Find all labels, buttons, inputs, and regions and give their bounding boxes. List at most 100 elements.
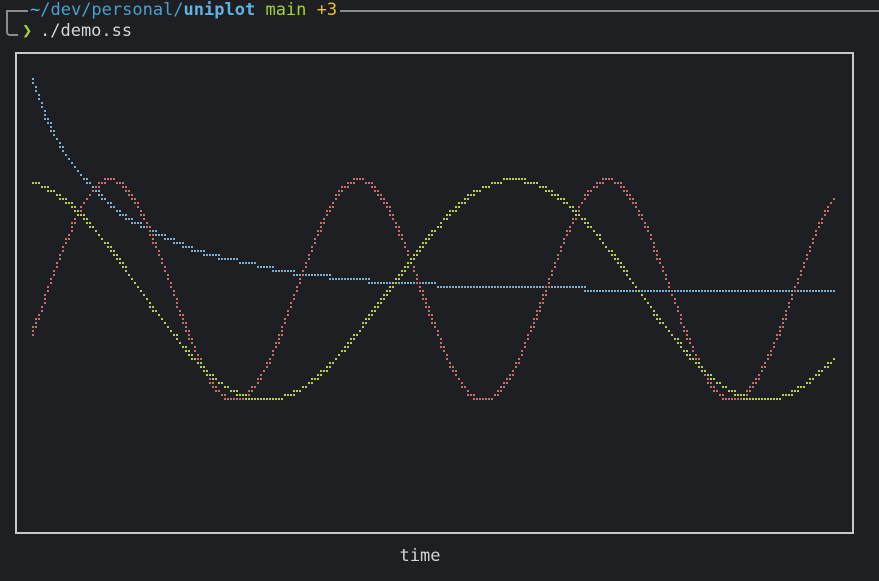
series-1-point xyxy=(491,286,493,288)
series-3-point xyxy=(410,262,412,264)
series-3-point xyxy=(347,342,349,344)
series-1-point xyxy=(350,278,352,280)
series-1-point xyxy=(542,286,544,288)
series-2-point xyxy=(761,366,763,368)
series-2-point xyxy=(629,194,631,196)
series-1-point xyxy=(602,290,604,292)
series-3-point xyxy=(647,302,649,304)
series-2-point xyxy=(218,390,220,392)
series-2-point xyxy=(386,206,388,208)
series-2-point xyxy=(482,398,484,400)
series-2-point xyxy=(44,294,46,296)
series-2-point xyxy=(557,254,559,256)
series-2-point xyxy=(503,386,505,388)
series-3-point xyxy=(467,194,469,196)
series-1-point xyxy=(800,290,802,292)
series-2-point xyxy=(326,210,328,212)
series-3-point xyxy=(644,298,646,300)
series-1-point xyxy=(467,286,469,288)
series-1-point xyxy=(326,274,328,276)
series-1-point xyxy=(641,290,643,292)
series-1-point xyxy=(509,286,511,288)
series-1-point xyxy=(359,278,361,280)
series-1-point xyxy=(563,286,565,288)
series-3-point xyxy=(404,266,406,268)
series-2-point xyxy=(788,306,790,308)
series-3-point xyxy=(608,250,610,252)
series-3-point xyxy=(83,218,85,220)
series-1-point xyxy=(92,186,94,188)
series-1-point xyxy=(791,290,793,292)
series-3-point xyxy=(212,374,214,376)
series-1-point xyxy=(284,270,286,272)
series-1-point xyxy=(668,290,670,292)
series-2-point xyxy=(773,346,775,348)
series-2-point xyxy=(449,366,451,368)
series-3-point xyxy=(746,398,748,400)
series-3-point xyxy=(764,398,766,400)
series-2-point xyxy=(662,266,664,268)
series-3-point xyxy=(581,218,583,220)
series-2-point xyxy=(680,318,682,320)
series-3-point xyxy=(311,382,313,384)
series-2-point xyxy=(782,326,784,328)
series-1-point xyxy=(320,274,322,276)
series-3-point xyxy=(401,270,403,272)
series-1-point xyxy=(440,286,442,288)
series-2-point xyxy=(161,258,163,260)
series-1-point xyxy=(254,262,256,264)
series-3-point xyxy=(830,362,832,364)
series-3-point xyxy=(440,226,442,228)
series-3-point xyxy=(116,258,118,260)
series-2-point xyxy=(311,250,313,252)
series-3-point xyxy=(650,306,652,308)
series-3-point xyxy=(641,294,643,296)
series-1-point xyxy=(806,290,808,292)
series-1-point xyxy=(44,114,46,116)
series-2-point xyxy=(686,338,688,340)
series-2-point xyxy=(533,326,535,328)
series-3-point xyxy=(275,398,277,400)
series-3-point xyxy=(599,234,601,236)
series-1-point xyxy=(98,190,100,192)
series-1-point xyxy=(680,290,682,292)
series-3-point xyxy=(629,278,631,280)
series-3-point xyxy=(374,310,376,312)
series-2-point xyxy=(740,398,742,400)
series-3-point xyxy=(752,398,754,400)
series-2-point xyxy=(176,306,178,308)
series-3-point xyxy=(503,178,505,180)
series-2-point xyxy=(461,386,463,388)
series-1-point xyxy=(86,182,88,184)
series-3-point xyxy=(587,222,589,224)
series-3-point xyxy=(623,270,625,272)
series-2-point xyxy=(392,214,394,216)
series-2-point xyxy=(821,222,823,224)
series-1-point xyxy=(110,206,112,208)
series-1-point xyxy=(248,262,250,264)
series-3-point xyxy=(548,190,550,192)
series-3-point xyxy=(695,362,697,364)
series-3-point xyxy=(413,258,415,260)
series-1-point xyxy=(119,214,121,216)
series-1-point xyxy=(695,290,697,292)
series-1-point xyxy=(272,270,274,272)
series-2-point xyxy=(71,222,73,224)
series-2-point xyxy=(755,378,757,380)
series-2-point xyxy=(674,298,676,300)
series-3-point xyxy=(494,182,496,184)
series-3-point xyxy=(728,390,730,392)
series-2-point xyxy=(374,186,376,188)
series-2-point xyxy=(137,202,139,204)
series-2-point xyxy=(539,310,541,312)
series-3-point xyxy=(443,218,445,220)
series-2-point xyxy=(128,190,130,192)
series-1-point xyxy=(35,90,37,92)
series-3-point xyxy=(161,318,163,320)
series-2-point xyxy=(665,274,667,276)
series-1-point xyxy=(593,290,595,292)
command-line[interactable]: ❯ ./demo.ss xyxy=(0,21,879,43)
series-2-point xyxy=(521,354,523,356)
series-3-point xyxy=(347,346,349,348)
series-3-point xyxy=(827,362,829,364)
